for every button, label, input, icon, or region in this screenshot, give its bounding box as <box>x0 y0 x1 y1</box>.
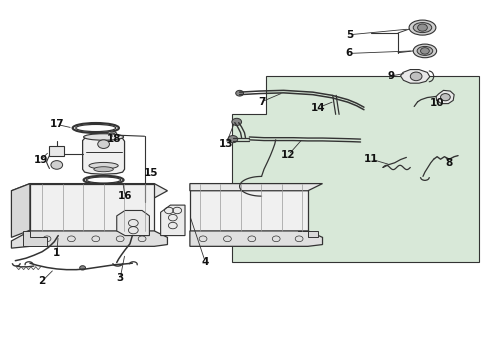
Circle shape <box>227 135 237 143</box>
Circle shape <box>409 72 421 81</box>
Text: 12: 12 <box>281 150 295 160</box>
Circle shape <box>98 140 109 148</box>
Text: 4: 4 <box>202 257 209 267</box>
Text: 17: 17 <box>49 120 64 129</box>
Text: 11: 11 <box>363 154 378 164</box>
Text: 8: 8 <box>445 158 452 168</box>
Polygon shape <box>160 205 184 235</box>
Ellipse shape <box>412 44 436 58</box>
Ellipse shape <box>412 23 431 33</box>
Circle shape <box>51 161 62 169</box>
Text: 15: 15 <box>143 168 158 178</box>
Ellipse shape <box>106 131 117 139</box>
Circle shape <box>80 266 85 270</box>
Bar <box>49 146 64 156</box>
Text: 10: 10 <box>429 98 444 108</box>
Text: 2: 2 <box>39 276 46 286</box>
Text: 14: 14 <box>311 103 325 113</box>
Polygon shape <box>400 69 429 83</box>
Text: 5: 5 <box>345 30 352 40</box>
Polygon shape <box>11 231 167 248</box>
Text: 9: 9 <box>386 71 393 81</box>
Polygon shape <box>435 90 453 104</box>
Polygon shape <box>189 184 322 191</box>
Polygon shape <box>117 211 149 235</box>
Polygon shape <box>11 184 167 198</box>
Circle shape <box>440 94 449 101</box>
Circle shape <box>420 48 428 54</box>
Text: 19: 19 <box>33 155 48 165</box>
Text: 7: 7 <box>257 97 264 107</box>
Polygon shape <box>189 184 307 231</box>
Text: 18: 18 <box>106 134 121 144</box>
Polygon shape <box>30 184 154 231</box>
Polygon shape <box>22 231 47 246</box>
Polygon shape <box>82 136 124 174</box>
Ellipse shape <box>108 133 115 138</box>
Circle shape <box>417 24 427 31</box>
Ellipse shape <box>408 20 435 35</box>
Text: 16: 16 <box>118 191 132 201</box>
Polygon shape <box>11 184 30 237</box>
Polygon shape <box>232 76 478 262</box>
Text: 1: 1 <box>53 248 61 258</box>
Ellipse shape <box>94 167 113 172</box>
Circle shape <box>235 90 243 96</box>
Circle shape <box>231 118 241 126</box>
Text: 3: 3 <box>116 273 123 283</box>
Text: 6: 6 <box>345 48 352 58</box>
Polygon shape <box>189 231 322 246</box>
Text: 13: 13 <box>218 139 233 149</box>
Polygon shape <box>298 231 317 237</box>
Ellipse shape <box>89 162 118 169</box>
Ellipse shape <box>83 134 123 140</box>
Ellipse shape <box>416 46 432 55</box>
